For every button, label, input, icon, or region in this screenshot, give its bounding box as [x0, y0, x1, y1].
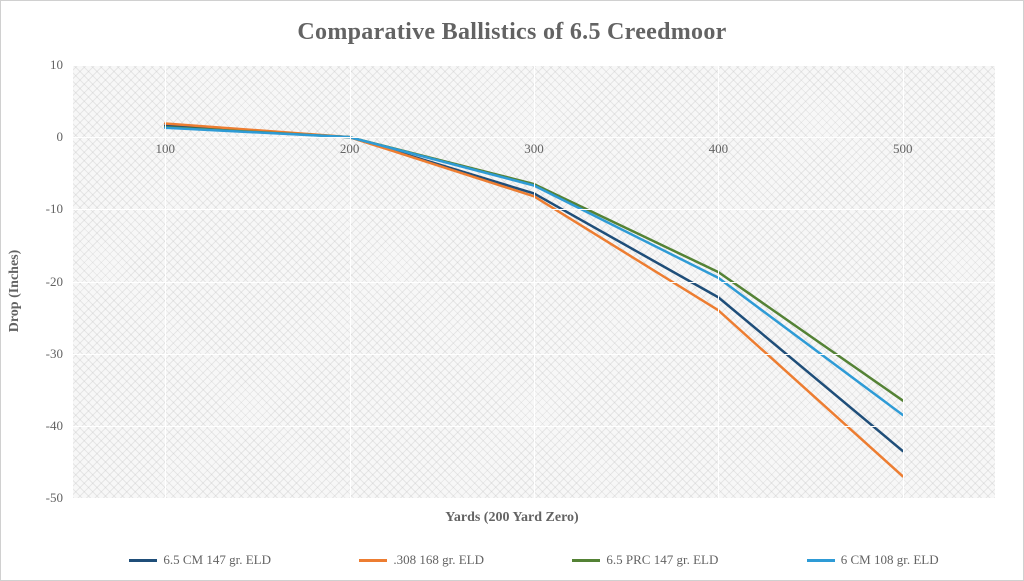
x-tick-label: 500 — [893, 141, 913, 157]
x-tick-label: 100 — [155, 141, 175, 157]
y-tick-label: -40 — [46, 418, 73, 434]
gridline-v — [903, 65, 904, 498]
legend-item: 6.5 PRC 147 gr. ELD — [572, 552, 718, 568]
legend-swatch — [129, 559, 157, 562]
legend-item: 6 CM 108 gr. ELD — [807, 552, 939, 568]
legend-label: 6 CM 108 gr. ELD — [841, 552, 939, 568]
legend-item: .308 168 gr. ELD — [359, 552, 484, 568]
gridline-h — [73, 498, 995, 499]
gridline-v — [534, 65, 535, 498]
gridline-v — [718, 65, 719, 498]
legend-label: .308 168 gr. ELD — [393, 552, 484, 568]
y-tick-label: -50 — [46, 490, 73, 506]
chart-frame: Comparative Ballistics of 6.5 Creedmoor … — [0, 0, 1024, 581]
gridline-v — [165, 65, 166, 498]
y-tick-label: 0 — [57, 129, 74, 145]
y-tick-label: 10 — [50, 57, 73, 73]
x-tick-label: 200 — [340, 141, 360, 157]
legend-swatch — [807, 559, 835, 562]
y-tick-label: -10 — [46, 201, 73, 217]
x-tick-label: 300 — [524, 141, 544, 157]
y-axis-title: Drop (Inches) — [7, 249, 23, 332]
legend-item: 6.5 CM 147 gr. ELD — [129, 552, 271, 568]
y-tick-label: -30 — [46, 346, 73, 362]
legend-label: 6.5 CM 147 gr. ELD — [163, 552, 271, 568]
plot-area-wrap: 100-10-20-30-40-50100200300400500 — [73, 65, 995, 498]
legend-swatch — [572, 559, 600, 562]
x-axis-title: Yards (200 Yard Zero) — [445, 510, 578, 526]
chart-title: Comparative Ballistics of 6.5 Creedmoor — [9, 19, 1015, 46]
legend-swatch — [359, 559, 387, 562]
x-tick-label: 400 — [709, 141, 729, 157]
legend-label: 6.5 PRC 147 gr. ELD — [606, 552, 718, 568]
gridline-v — [350, 65, 351, 498]
legend: 6.5 CM 147 gr. ELD .308 168 gr. ELD 6.5 PR… — [73, 552, 995, 568]
plot-area: 100-10-20-30-40-50100200300400500 — [73, 65, 995, 498]
y-tick-label: -20 — [46, 274, 73, 290]
